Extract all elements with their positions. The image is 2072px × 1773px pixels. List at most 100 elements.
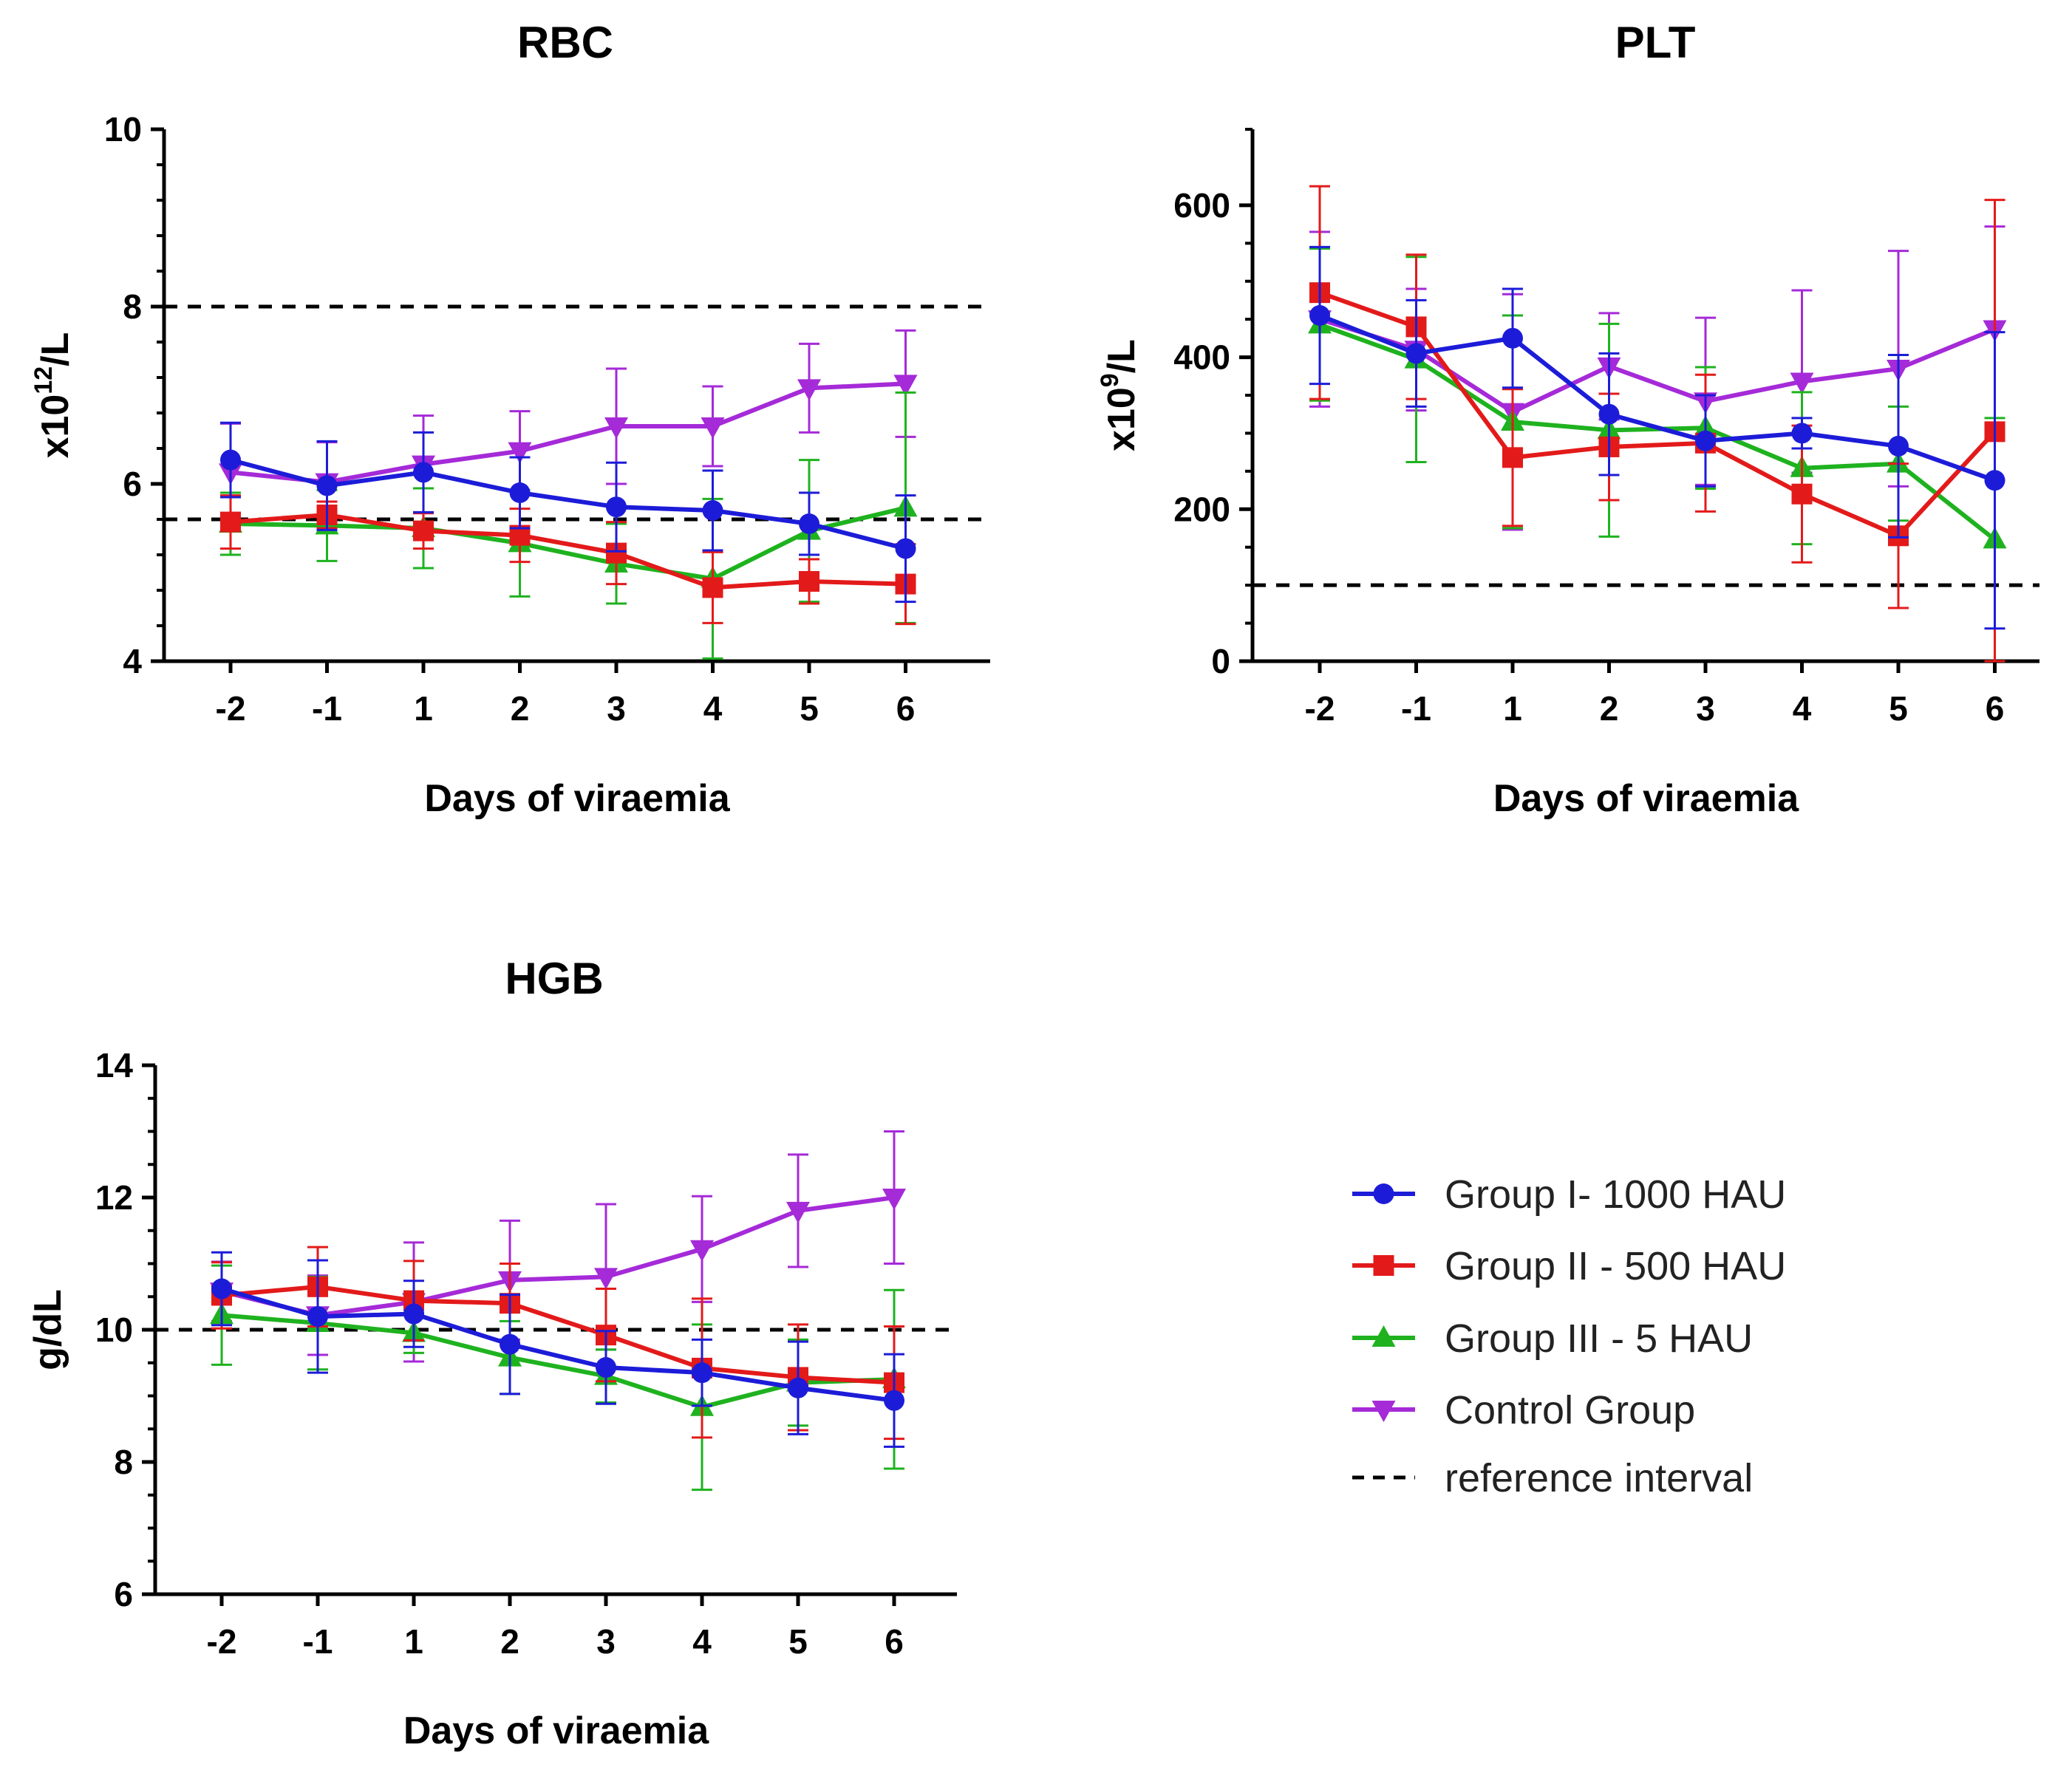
y-tick-label: 8 <box>123 287 142 326</box>
data-point <box>316 475 338 496</box>
legend-label: Group I- 1000 HAU <box>1445 1172 1786 1217</box>
x-axis-label: Days of viraemia <box>403 1709 709 1752</box>
chart-title: PLT <box>1615 18 1696 67</box>
y-tick-label: 4 <box>123 642 142 680</box>
data-point <box>1790 372 1814 394</box>
data-point <box>797 379 821 401</box>
x-tick-label: -1 <box>1401 689 1431 728</box>
x-tick-label: 2 <box>500 1622 519 1661</box>
series-line <box>221 1195 895 1318</box>
x-tick-label: 3 <box>1696 689 1715 728</box>
y-tick-label: 8 <box>114 1443 133 1481</box>
x-axis-label: Days of viraemia <box>424 777 730 820</box>
y-axis-label-unit: /L <box>1100 339 1143 373</box>
data-point <box>594 1268 618 1290</box>
y-tick-label: 200 <box>1173 490 1230 528</box>
legend: Group I- 1000 HAU Group II - 500 HAU Group… <box>1352 1172 1786 1500</box>
data-point <box>413 462 434 483</box>
x-tick-label: 3 <box>607 689 626 728</box>
data-point <box>884 1390 904 1411</box>
legend-marker <box>1371 1401 1396 1422</box>
data-point <box>788 1377 808 1398</box>
data-point <box>606 496 627 518</box>
data-point <box>509 482 531 503</box>
series-line <box>230 513 906 590</box>
series-line <box>1318 290 1997 539</box>
data-point <box>799 571 819 592</box>
y-tick-label: 14 <box>95 1046 134 1084</box>
series-line <box>230 381 906 485</box>
y-tick-label: 12 <box>95 1178 133 1217</box>
data-point <box>500 1333 520 1355</box>
series-line <box>230 505 907 581</box>
data-point <box>1791 423 1813 444</box>
series-0 <box>220 421 916 604</box>
x-tick-label: 4 <box>692 1622 712 1661</box>
y-axis-label-exponent: 9 <box>1096 373 1124 387</box>
data-point <box>1791 483 1813 505</box>
legend-marker <box>1373 1255 1394 1276</box>
x-tick-label: 5 <box>1889 689 1908 728</box>
data-point <box>799 513 819 534</box>
data-point <box>702 577 723 598</box>
x-tick-label: -2 <box>1305 689 1335 728</box>
data-point <box>307 1306 328 1328</box>
series-3 <box>1308 225 2007 531</box>
data-point <box>596 1357 616 1379</box>
data-point <box>1888 435 1909 457</box>
x-tick-label: -1 <box>303 1622 333 1661</box>
y-tick-label: 6 <box>114 1575 133 1613</box>
data-point <box>220 511 241 533</box>
chart-title: HGB <box>505 954 603 1003</box>
data-point <box>702 500 723 521</box>
x-tick-label: 2 <box>511 689 530 728</box>
chart-title: RBC <box>517 18 613 67</box>
data-point <box>690 1240 714 1262</box>
y-tick-label: 10 <box>95 1311 133 1349</box>
data-point <box>413 520 434 542</box>
series-line <box>1318 313 1996 483</box>
series-line <box>221 1284 895 1385</box>
y-axis-label-unit: /L <box>34 332 77 366</box>
y-axis-label-base: x10 <box>34 394 77 459</box>
series-line <box>230 457 907 551</box>
x-tick-label: -2 <box>207 1622 237 1661</box>
x-tick-label: -1 <box>312 689 342 728</box>
y-axis-label-exponent: 12 <box>30 366 58 394</box>
x-axis-label: Days of viraemia <box>1493 777 1799 820</box>
legend-label: Group II - 500 HAU <box>1445 1244 1786 1288</box>
y-axis-label: x109/L <box>1096 339 1143 451</box>
data-point <box>701 417 725 439</box>
legend-label: Control Group <box>1445 1388 1695 1432</box>
x-tick-label: 6 <box>885 1622 904 1661</box>
data-point <box>1598 403 1620 425</box>
data-point <box>403 1303 424 1325</box>
data-point <box>692 1362 712 1384</box>
data-point <box>882 1189 906 1210</box>
legend-marker <box>1373 1183 1394 1204</box>
x-tick-label: 3 <box>596 1622 616 1661</box>
y-axis-label: g/dL <box>27 1289 69 1370</box>
data-point <box>1502 327 1523 349</box>
data-point <box>1405 343 1427 364</box>
y-tick-label: 10 <box>104 110 142 148</box>
series-0 <box>211 1251 904 1448</box>
data-point <box>220 449 241 471</box>
x-tick-label: 1 <box>404 1622 423 1661</box>
data-point <box>895 538 916 559</box>
x-tick-label: 5 <box>788 1622 808 1661</box>
x-tick-label: -2 <box>216 689 246 728</box>
plt-chart: PLT 0 200 400 600 -2 -1 1 2 3 4 5 6 Days of viraemia x… <box>1096 18 2039 820</box>
data-point <box>604 417 628 439</box>
data-point <box>508 442 532 464</box>
series-line <box>221 1286 895 1403</box>
x-tick-label: 5 <box>800 689 819 728</box>
y-axis-label-base: g/dL <box>27 1289 69 1370</box>
series-0 <box>1309 245 2005 630</box>
legend-label: reference interval <box>1445 1456 1753 1500</box>
x-tick-label: 1 <box>414 689 433 728</box>
data-point <box>211 1278 232 1299</box>
legend-label: Group III - 5 HAU <box>1445 1316 1753 1361</box>
series-line <box>1319 317 1996 414</box>
